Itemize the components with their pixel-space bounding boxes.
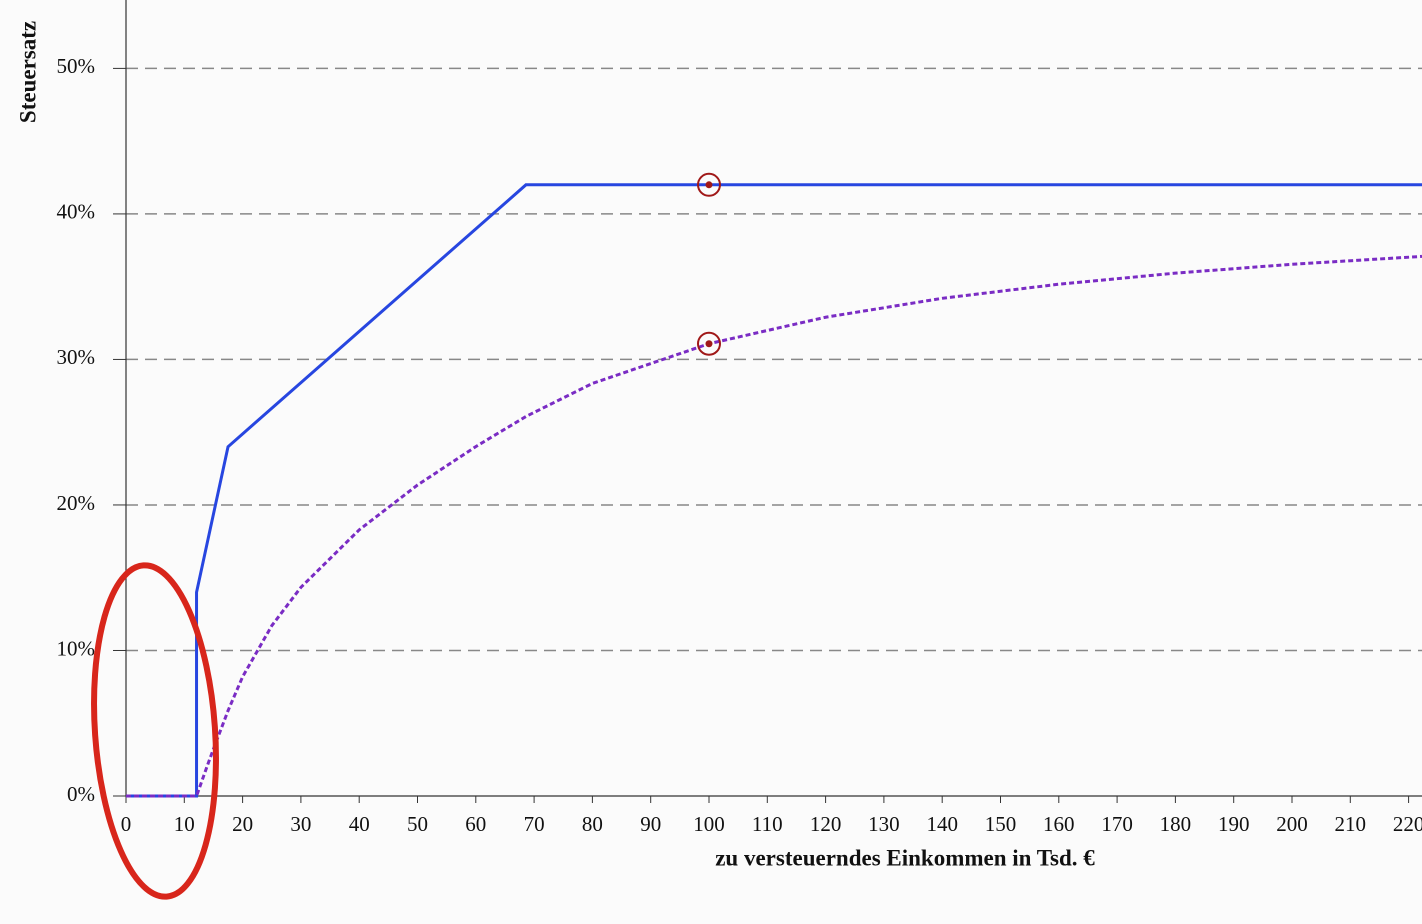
x-tick-label: 70 xyxy=(524,812,545,836)
y-tick-label: 30% xyxy=(57,345,96,369)
x-tick-label: 60 xyxy=(465,812,486,836)
x-tick-label: 50 xyxy=(407,812,428,836)
x-tick-label: 160 xyxy=(1043,812,1075,836)
hand-drawn-circle xyxy=(91,562,219,900)
x-tick-label: 90 xyxy=(640,812,661,836)
x-tick-label: 130 xyxy=(868,812,900,836)
x-tick-label: 170 xyxy=(1101,812,1133,836)
y-tick-label: 20% xyxy=(57,491,96,515)
y-tick-label: 0% xyxy=(67,782,95,806)
x-tick-label: 220 xyxy=(1393,812,1422,836)
marker-ring xyxy=(696,331,721,356)
x-tick-label: 110 xyxy=(752,812,783,836)
x-tick-label: 150 xyxy=(985,812,1017,836)
y-tick-label: 10% xyxy=(57,636,96,660)
x-tick-label: 30 xyxy=(290,812,311,836)
x-tick-label: 200 xyxy=(1276,812,1308,836)
marker-dot xyxy=(705,181,713,189)
series-line xyxy=(126,254,1422,798)
marker-ring xyxy=(696,172,721,197)
x-tick-label: 80 xyxy=(582,812,603,836)
x-tick-label: 210 xyxy=(1335,812,1367,836)
y-tick-label: 40% xyxy=(57,200,96,224)
x-axis-label: zu versteuerndes Einkommen in Tsd. € xyxy=(715,845,1095,870)
y-axis-label: Steuersatz xyxy=(15,21,40,123)
marker-dot xyxy=(705,340,713,348)
x-tick-label: 40 xyxy=(349,812,370,836)
x-tick-label: 20 xyxy=(232,812,253,836)
x-tick-label: 100 xyxy=(693,812,725,836)
x-tick-label: 190 xyxy=(1218,812,1250,836)
x-tick-label: 10 xyxy=(174,812,195,836)
x-tick-label: 0 xyxy=(121,812,132,836)
x-tick-label: 180 xyxy=(1160,812,1192,836)
x-tick-label: 140 xyxy=(926,812,958,836)
y-tick-label: 50% xyxy=(57,54,96,78)
x-tick-label: 120 xyxy=(810,812,842,836)
